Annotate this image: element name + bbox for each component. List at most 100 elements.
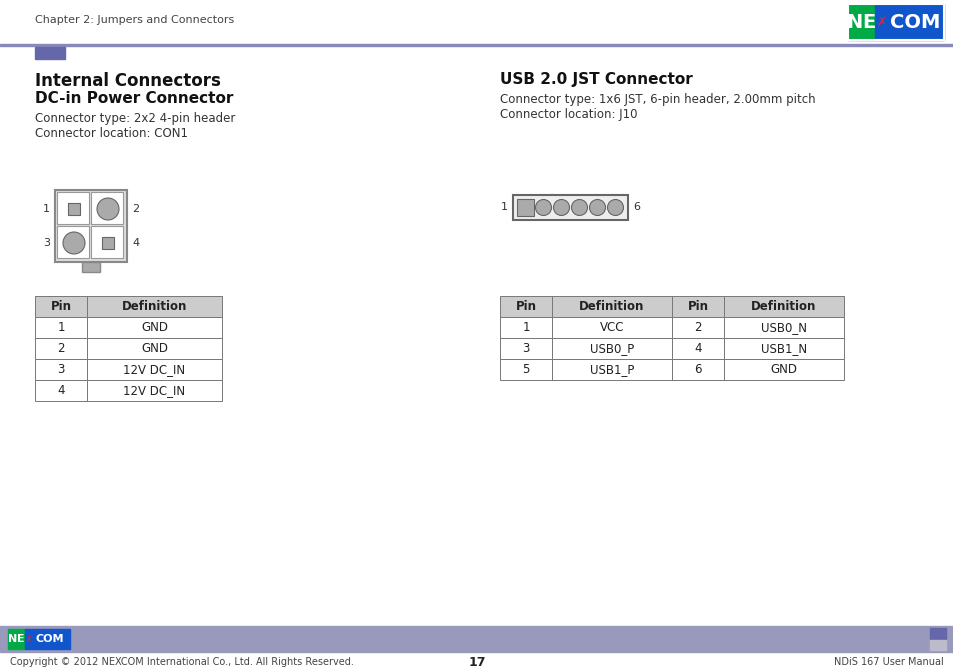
Circle shape: [589, 200, 605, 216]
Bar: [671, 359, 723, 380]
Text: Connector location: J10: Connector location: J10: [499, 108, 637, 121]
Text: 2: 2: [57, 342, 65, 355]
Bar: [552, 296, 671, 317]
Text: VCC: VCC: [599, 321, 623, 334]
Circle shape: [607, 200, 623, 216]
Bar: [874, 4, 943, 40]
Text: Chapter 2: Jumpers and Connectors: Chapter 2: Jumpers and Connectors: [35, 15, 234, 25]
Bar: [87, 380, 222, 401]
Bar: [35, 359, 87, 380]
Text: Connector type: 1x6 JST, 6-pin header, 2.00mm pitch: Connector type: 1x6 JST, 6-pin header, 2…: [499, 93, 815, 106]
Circle shape: [97, 198, 119, 220]
Text: Pin: Pin: [515, 300, 536, 313]
Text: 4: 4: [57, 384, 65, 397]
Bar: [671, 317, 723, 338]
Text: N: N: [845, 13, 862, 32]
Text: USB0_N: USB0_N: [760, 321, 806, 334]
Circle shape: [571, 200, 587, 216]
Bar: [847, 4, 874, 40]
Text: 1: 1: [500, 202, 507, 212]
Bar: [0, 44, 953, 46]
Bar: [723, 359, 843, 380]
Bar: [671, 338, 723, 359]
Text: 3: 3: [521, 342, 529, 355]
Text: USB1_P: USB1_P: [589, 363, 634, 376]
Text: E: E: [16, 634, 24, 644]
Text: Copyright © 2012 NEXCOM International Co., Ltd. All Rights Reserved.: Copyright © 2012 NEXCOM International Co…: [10, 657, 354, 667]
Bar: [552, 338, 671, 359]
Bar: [57, 226, 89, 258]
Text: USB1_N: USB1_N: [760, 342, 806, 355]
Bar: [723, 317, 843, 338]
Bar: [0, 652, 953, 672]
Text: 2: 2: [132, 204, 139, 214]
Bar: [35, 380, 87, 401]
Bar: [723, 296, 843, 317]
Text: 17: 17: [468, 655, 485, 669]
Text: ✗: ✗: [25, 634, 31, 644]
Circle shape: [535, 200, 551, 216]
Bar: [499, 296, 552, 317]
Text: COM: COM: [36, 634, 65, 644]
Text: 6: 6: [633, 202, 639, 212]
Bar: [0, 626, 953, 652]
Text: 12V DC_IN: 12V DC_IN: [123, 363, 186, 376]
Text: 4: 4: [694, 342, 701, 355]
Bar: [499, 359, 552, 380]
Bar: [552, 317, 671, 338]
Bar: [102, 237, 113, 249]
Bar: [723, 338, 843, 359]
Text: Connector type: 2x2 4-pin header: Connector type: 2x2 4-pin header: [35, 112, 235, 125]
Text: 3: 3: [43, 238, 50, 248]
Text: Definition: Definition: [751, 300, 816, 313]
Text: 2: 2: [694, 321, 701, 334]
Text: GND: GND: [770, 363, 797, 376]
Text: COM: COM: [889, 13, 940, 32]
Bar: [8, 629, 26, 649]
Bar: [82, 262, 100, 272]
Bar: [91, 226, 123, 258]
Bar: [87, 338, 222, 359]
Text: Definition: Definition: [122, 300, 187, 313]
Bar: [55, 190, 127, 262]
Bar: [87, 359, 222, 380]
Text: 5: 5: [521, 363, 529, 376]
Bar: [517, 199, 534, 216]
Text: GND: GND: [141, 321, 168, 334]
Text: 1: 1: [57, 321, 65, 334]
Text: Definition: Definition: [578, 300, 644, 313]
Text: E: E: [862, 13, 875, 32]
Bar: [929, 628, 945, 639]
Text: 3: 3: [57, 363, 65, 376]
Text: ✗: ✗: [876, 15, 886, 28]
Text: 1: 1: [43, 204, 50, 214]
Bar: [929, 640, 945, 650]
Bar: [671, 296, 723, 317]
Bar: [35, 47, 65, 59]
Bar: [91, 192, 123, 224]
Circle shape: [553, 200, 569, 216]
Bar: [499, 317, 552, 338]
Bar: [35, 338, 87, 359]
Text: Internal Connectors: Internal Connectors: [35, 72, 221, 90]
Text: Pin: Pin: [51, 300, 71, 313]
Text: 1: 1: [521, 321, 529, 334]
Bar: [68, 203, 80, 215]
Text: 4: 4: [132, 238, 139, 248]
Bar: [35, 296, 87, 317]
Text: N: N: [9, 634, 17, 644]
Bar: [87, 317, 222, 338]
Circle shape: [63, 232, 85, 254]
Text: 6: 6: [694, 363, 701, 376]
Text: GND: GND: [141, 342, 168, 355]
Bar: [35, 317, 87, 338]
Bar: [26, 629, 70, 649]
Bar: [513, 195, 627, 220]
Bar: [57, 192, 89, 224]
Bar: [499, 338, 552, 359]
Bar: [87, 296, 222, 317]
Text: Pin: Pin: [687, 300, 708, 313]
Text: USB0_P: USB0_P: [589, 342, 634, 355]
Bar: [552, 359, 671, 380]
Text: USB 2.0 JST Connector: USB 2.0 JST Connector: [499, 72, 692, 87]
